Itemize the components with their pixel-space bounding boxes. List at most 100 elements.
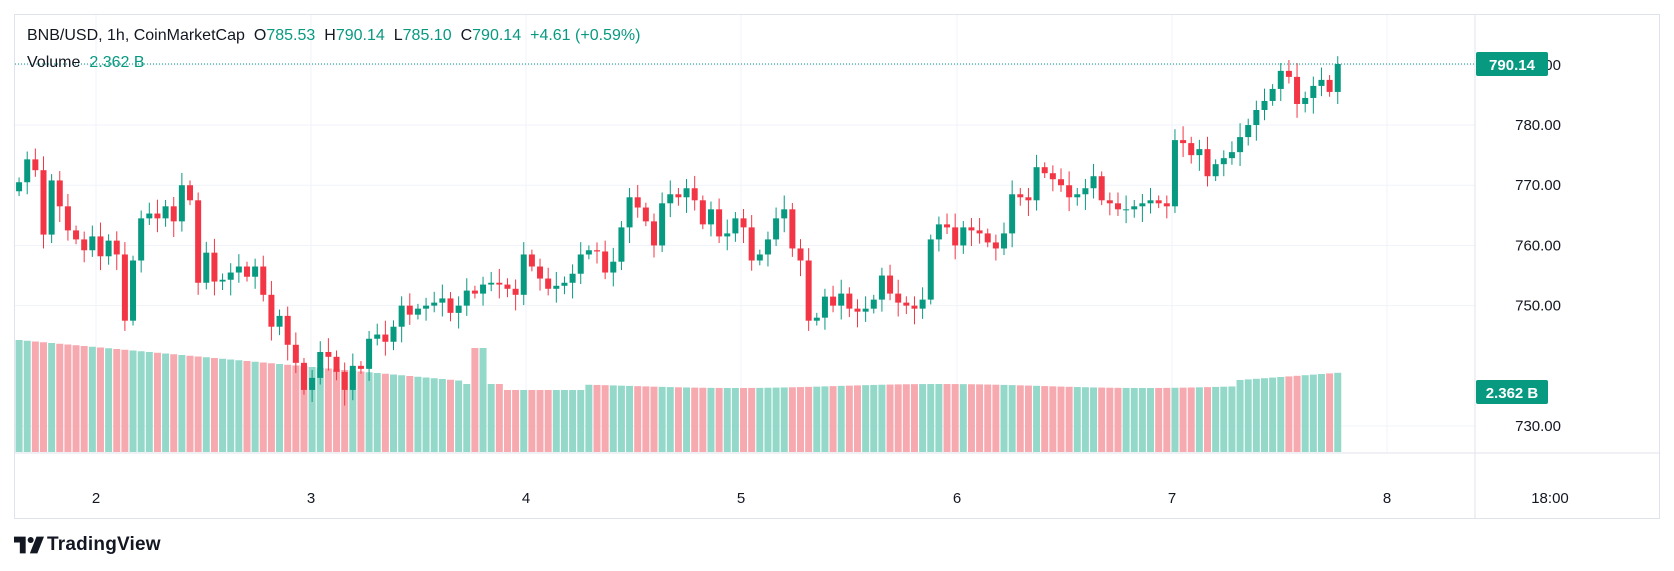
candle-body — [488, 282, 495, 285]
candle-body — [1228, 152, 1235, 159]
time-tick-label: 18:00 — [1531, 490, 1569, 507]
tradingview-logo[interactable]: TradingView — [14, 534, 161, 556]
candle-body — [935, 224, 942, 240]
candle-body — [349, 365, 356, 390]
candle-body — [178, 185, 185, 222]
volume-bar — [96, 347, 104, 452]
volume-bar — [707, 387, 715, 452]
open-value: 785.53 — [266, 27, 316, 44]
volume-bar — [390, 374, 398, 452]
candle-body — [659, 203, 666, 246]
volume-bar — [1212, 386, 1220, 452]
candle-body — [235, 266, 242, 273]
candle-body — [756, 254, 763, 261]
candle-body — [1237, 137, 1244, 153]
volume-bar — [471, 348, 479, 452]
candle-body — [81, 239, 88, 251]
candle-body — [1041, 167, 1048, 174]
chart-area[interactable] — [14, 14, 1660, 519]
candle-body — [357, 365, 364, 369]
volume-bar — [267, 363, 275, 452]
volume-bar — [528, 390, 536, 452]
volume-bar — [487, 384, 495, 452]
volume-bar — [365, 372, 373, 452]
candle-body — [716, 209, 723, 237]
candle-body — [1171, 140, 1178, 207]
volume-bar — [438, 379, 446, 452]
candle-body — [48, 180, 55, 235]
candle-body — [32, 159, 39, 171]
volume-bar — [976, 384, 984, 452]
candle-body — [797, 248, 804, 261]
low-value: 785.10 — [402, 27, 452, 44]
candle-body — [309, 377, 316, 390]
volume-bar — [357, 371, 365, 452]
volume-bar — [300, 366, 308, 452]
candle-body — [40, 170, 47, 235]
volume-bar — [919, 384, 927, 452]
candle-body — [895, 293, 902, 303]
candle-body — [683, 188, 690, 198]
candle-body — [642, 207, 649, 222]
candle-body — [130, 260, 137, 321]
volume-bar — [503, 390, 511, 452]
volume-bar — [398, 375, 406, 452]
volume-bar — [536, 390, 544, 452]
candle-body — [423, 305, 430, 309]
candle-body — [903, 302, 910, 306]
candle-body — [545, 278, 552, 289]
volume-bar — [39, 342, 47, 452]
volume-bar — [1049, 386, 1057, 452]
candle-body — [1326, 79, 1333, 92]
volume-bar — [552, 390, 560, 452]
volume-bar — [951, 384, 959, 452]
candle-body — [781, 209, 788, 219]
volume-bar — [349, 370, 357, 452]
price-tick-label: 770.00 — [1515, 177, 1561, 194]
candle-body — [1001, 233, 1008, 249]
volume-bar — [72, 345, 80, 452]
volume-bar — [284, 364, 292, 452]
candle-body — [341, 371, 348, 390]
volume-bar — [1065, 386, 1073, 452]
volume-bar — [1106, 387, 1114, 452]
volume-bar — [984, 384, 992, 452]
candle-body — [374, 334, 381, 339]
candle-body — [919, 299, 926, 309]
candle-body — [944, 224, 951, 228]
candle-body — [1163, 203, 1170, 207]
volume-bar — [186, 355, 194, 452]
volume-bar — [1301, 375, 1309, 452]
candle-body — [504, 284, 511, 289]
candle-body — [610, 261, 617, 273]
volume-legend: Volume 2.362 B — [27, 54, 145, 72]
candle-body — [1114, 203, 1121, 210]
volume-badge — [1476, 380, 1548, 404]
volume-bar — [1317, 374, 1325, 452]
volume-bar — [805, 386, 813, 452]
volume-bar — [1309, 374, 1317, 452]
volume-label[interactable]: Volume — [27, 54, 81, 71]
volume-bar — [829, 386, 837, 452]
volume-bar — [194, 356, 202, 452]
candle-body — [243, 266, 250, 277]
volume-bar — [373, 373, 381, 452]
candle-body — [1098, 176, 1105, 201]
candle-body — [455, 305, 462, 313]
volume-bars — [15, 340, 1342, 452]
symbol-name[interactable]: BNB/USD, 1h, CoinMarketCap — [27, 27, 245, 44]
volume-bar — [943, 384, 951, 452]
volume-bar — [723, 387, 731, 452]
volume-bar — [1244, 379, 1252, 452]
volume-bar — [894, 384, 902, 452]
volume-bar — [1187, 387, 1195, 452]
time-tick-label: 5 — [737, 490, 745, 507]
candle-body — [366, 338, 373, 369]
candle-body — [146, 213, 153, 219]
candle-body — [952, 227, 959, 246]
candle-body — [382, 334, 389, 342]
volume-bar — [316, 367, 324, 452]
volume-bar — [853, 385, 861, 452]
candle-body — [406, 305, 413, 315]
